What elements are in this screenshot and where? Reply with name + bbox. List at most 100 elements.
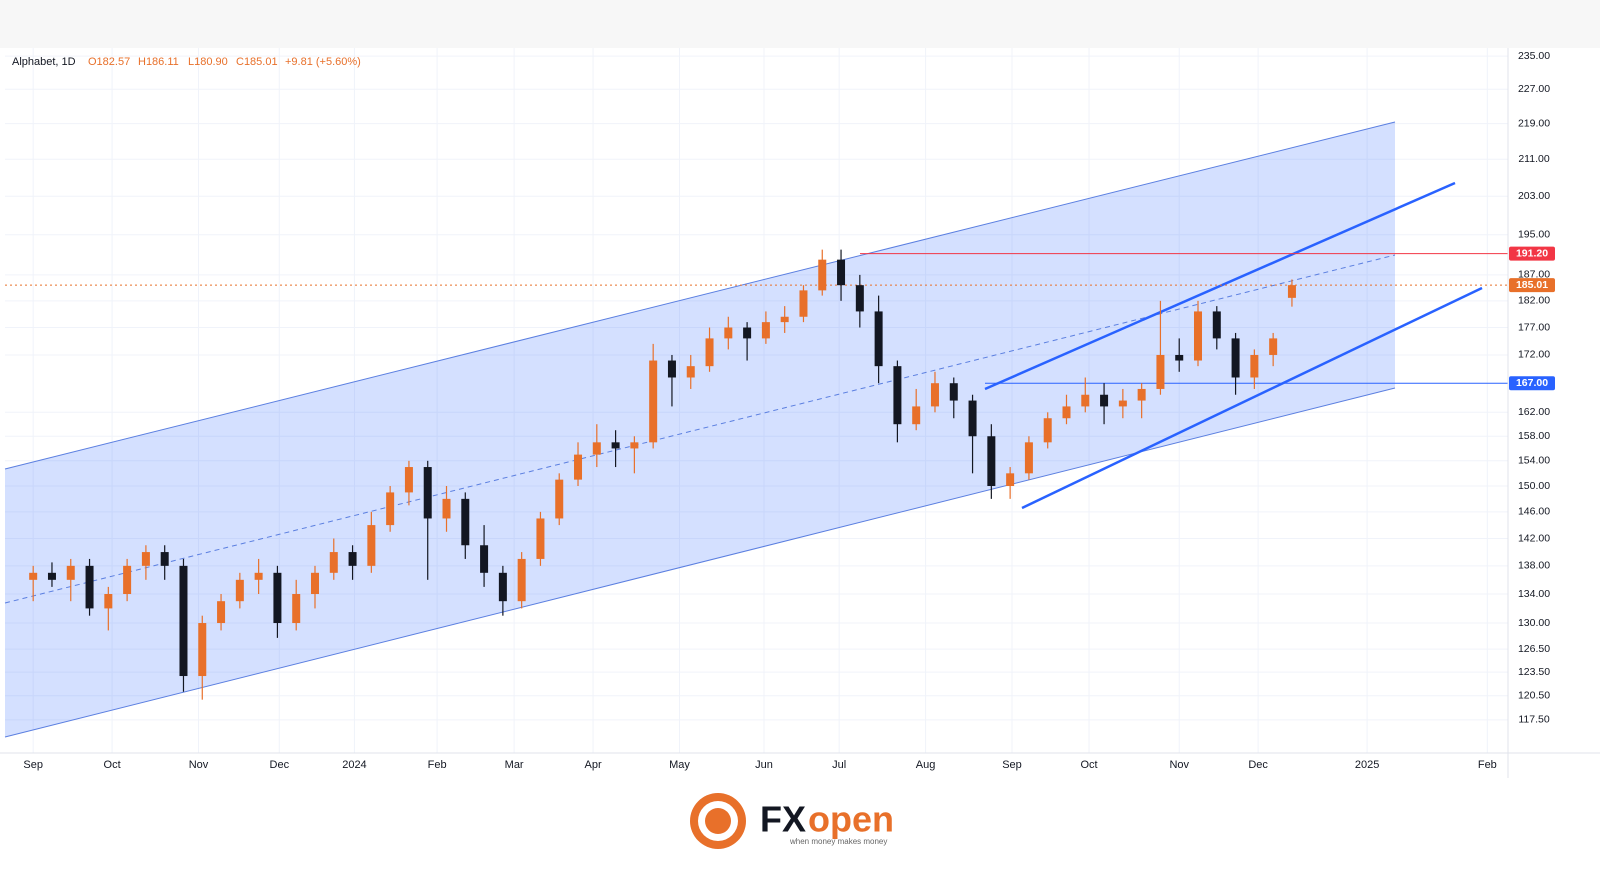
candle-body	[536, 518, 545, 559]
y-tick-label: 146.00	[1518, 506, 1550, 518]
ohlc-open: O182.57	[88, 56, 130, 68]
candle-body	[1156, 354, 1165, 389]
x-tick-label: Mar	[505, 759, 524, 771]
candle-body	[85, 565, 94, 609]
candle-body	[254, 572, 263, 580]
y-tick-label: 150.00	[1518, 480, 1550, 492]
candle-body	[855, 285, 864, 312]
candle-body	[1175, 354, 1184, 361]
candle-body	[1024, 442, 1033, 474]
x-tick-label: Jun	[755, 759, 773, 771]
x-tick-label: 2024	[342, 759, 366, 771]
candle-body	[1287, 285, 1296, 298]
candle-body	[667, 360, 676, 378]
brand-a: FX	[760, 799, 806, 840]
candle-body	[761, 322, 770, 339]
y-tick-label: 126.50	[1518, 643, 1550, 655]
symbol: Alphabet, 1D	[12, 56, 76, 68]
x-tick-label: Apr	[584, 759, 601, 771]
y-tick-label: 227.00	[1518, 83, 1550, 95]
candle-body	[47, 572, 56, 580]
candle-body	[1100, 394, 1109, 407]
candle-body	[1212, 311, 1221, 339]
candle-body	[1269, 338, 1278, 355]
candle-body	[1250, 354, 1259, 378]
x-tick-label: Jul	[832, 759, 846, 771]
candle-body	[1137, 388, 1146, 401]
candle-body	[743, 327, 752, 339]
candle-body	[1062, 406, 1071, 419]
candle-body	[1194, 311, 1203, 361]
channel-fill	[5, 122, 1395, 737]
x-tick-label: May	[669, 759, 690, 771]
x-tick-label: Nov	[189, 759, 209, 771]
x-tick-label: Sep	[23, 759, 43, 771]
chart-bg	[0, 48, 1600, 780]
axes: 235.00 227.00 219.00 211.00 203.00 195.00 187.…	[23, 50, 1550, 771]
ohlc-low: L180.90	[188, 56, 228, 68]
y-tick-label: 142.00	[1518, 532, 1550, 544]
y-tick-label: 130.00	[1518, 617, 1550, 629]
candle-body	[66, 565, 75, 580]
channel-lower	[4, 387, 1396, 738]
trend-upper	[984, 181, 1456, 391]
candle-body	[123, 565, 132, 595]
brand-tagline: when money makes money	[789, 837, 887, 846]
y-tick-label: 117.50	[1518, 714, 1549, 726]
candle-body	[1118, 400, 1127, 407]
candle-body	[217, 601, 226, 624]
candle-body	[780, 316, 789, 323]
x-tick-label: Aug	[916, 759, 936, 771]
price-tag-label: 185.01	[1516, 279, 1548, 291]
y-tick-label: 195.00	[1518, 229, 1550, 241]
candle-body	[348, 552, 357, 566]
x-tick-label: Dec	[270, 759, 290, 771]
y-tick-label: 235.00	[1518, 50, 1550, 62]
candle-body	[461, 498, 470, 546]
ohlc-change: +9.81 (+5.60%)	[285, 56, 361, 68]
candle-body	[874, 311, 883, 367]
candle-body	[837, 259, 846, 286]
trend-lower	[1021, 286, 1483, 510]
price-tag	[1509, 376, 1555, 391]
candles	[29, 249, 1296, 700]
y-tick-label: 172.00	[1518, 349, 1550, 361]
candle-body	[1231, 338, 1240, 378]
logo-icon-core	[705, 808, 731, 834]
y-tick-label: 177.00	[1518, 321, 1550, 333]
candle-body	[292, 594, 301, 624]
x-tick-label: Sep	[1002, 759, 1022, 771]
candle-body	[179, 565, 188, 677]
x-tick-label: Nov	[1169, 759, 1189, 771]
y-tick-label: 123.50	[1518, 666, 1550, 678]
candle-body	[29, 572, 38, 580]
candle-body	[724, 327, 733, 339]
candle-body	[386, 492, 395, 526]
candle-body	[498, 572, 507, 602]
candle-body	[329, 552, 338, 573]
channel-upper	[4, 121, 1396, 470]
candle-body	[442, 498, 451, 519]
brand-b: open	[808, 799, 894, 840]
candle-body	[893, 366, 902, 425]
candle-body	[611, 442, 620, 449]
y-tick-label: 138.00	[1518, 560, 1550, 572]
x-tick-label: Feb	[428, 759, 447, 771]
candle-body	[649, 360, 658, 443]
y-tick-label: 182.00	[1518, 295, 1550, 307]
candle-body	[574, 454, 583, 480]
candle-body	[273, 572, 282, 624]
candle-body	[930, 383, 939, 407]
candle-body	[912, 406, 921, 425]
x-tick-label: Dec	[1248, 759, 1268, 771]
y-tick-label: 219.00	[1518, 117, 1550, 129]
price-tag-label: 191.20	[1516, 247, 1548, 259]
y-tick-label: 211.00	[1518, 153, 1549, 165]
candle-body	[949, 383, 958, 401]
candle-body	[818, 259, 827, 291]
candle-body	[367, 525, 376, 566]
candle-body	[592, 442, 601, 455]
price-tag	[1509, 246, 1555, 261]
candle-body	[404, 467, 413, 493]
